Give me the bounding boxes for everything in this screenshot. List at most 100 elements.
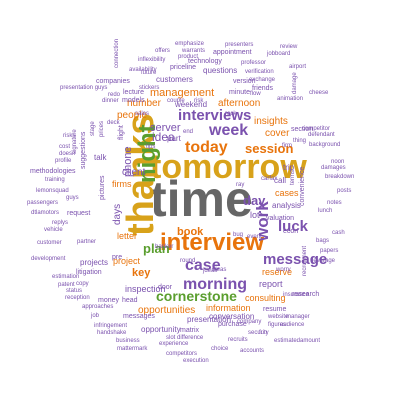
word-choice: choice xyxy=(211,346,229,352)
word-cornerstone: cornerstone xyxy=(156,288,237,304)
word-risks: risks xyxy=(63,133,75,139)
word-manager: manager xyxy=(286,314,310,320)
word-methodologies: methodologies xyxy=(30,168,76,175)
word-doesn: doesn xyxy=(59,151,75,157)
word-recruitment: recruitment xyxy=(302,246,308,276)
word-questions: questions xyxy=(203,66,237,75)
word-terms: terms xyxy=(290,170,296,185)
word-night: night xyxy=(134,124,161,183)
word-section: section xyxy=(291,126,313,133)
word-matrix: matrix xyxy=(180,327,200,334)
word-verification: verification xyxy=(245,69,274,75)
word-availability: availability xyxy=(129,67,157,73)
word-difference: difference xyxy=(177,335,204,341)
word-development: development xyxy=(31,256,66,262)
word-days: days xyxy=(112,204,123,225)
word-work: work xyxy=(253,201,272,242)
word-minute: minute xyxy=(229,89,250,96)
word-ray: ray xyxy=(236,182,244,188)
word-inspection: inspection xyxy=(125,284,166,294)
word-presentation-guys: presentation guys xyxy=(60,85,107,91)
word-management: management xyxy=(150,87,214,99)
word-mattermark: mattermark xyxy=(117,346,148,352)
word-offers: offers xyxy=(155,48,170,54)
word-cheese: cheese xyxy=(309,90,329,96)
word-profile: profile xyxy=(55,158,72,164)
word-infringement: infringement xyxy=(94,323,127,329)
word-cover: cover xyxy=(265,128,290,139)
word-cash: cash xyxy=(332,230,345,236)
word-week: week xyxy=(208,122,248,139)
word-valuation: valuation xyxy=(266,215,294,222)
word-client: client xyxy=(122,167,146,178)
word-prices: prices xyxy=(99,121,105,137)
word-stage: stage xyxy=(90,121,96,136)
word-business: business xyxy=(116,338,140,344)
word-door: door xyxy=(158,284,173,291)
word-afternoon: afternoon xyxy=(218,98,260,109)
word-review: review xyxy=(280,44,298,50)
word-signature: signature xyxy=(72,129,78,154)
word-jdeas: jdeas xyxy=(202,268,217,274)
word-convenience: convenience xyxy=(299,167,306,206)
word-weekend: weekend xyxy=(174,100,207,109)
word-passengers: passengers xyxy=(27,200,58,206)
word-fun: fun xyxy=(259,330,267,336)
word-vehicle: vehicle xyxy=(44,227,63,233)
word-guys: guys xyxy=(66,195,79,201)
word-session: session xyxy=(245,141,293,156)
word-future: future xyxy=(141,70,157,76)
word-redo: redo xyxy=(108,92,121,98)
word-morning: morning xyxy=(183,276,247,293)
word-security: security xyxy=(248,330,269,336)
word-suggestions: suggestions xyxy=(80,131,87,169)
word-number: number xyxy=(127,98,162,109)
word-reception: reception xyxy=(65,295,90,301)
word-damage: damage xyxy=(292,72,298,94)
word-worry: worry xyxy=(275,267,291,273)
word-sales: sales xyxy=(135,111,149,117)
word-damages: damages xyxy=(321,165,346,171)
word-competitor: competitor xyxy=(302,126,330,132)
word-stickers: stickers xyxy=(139,85,159,91)
word-consulting: consulting xyxy=(245,293,286,303)
word-litigation: litigation xyxy=(76,269,102,276)
word-customer: customer xyxy=(37,240,62,246)
word-competitors: competitors xyxy=(166,351,197,357)
word-cost: cost xyxy=(59,144,70,150)
word-couple: couple xyxy=(167,98,185,104)
word-report: report xyxy=(259,279,283,289)
word-key: key xyxy=(132,267,151,279)
word-airport: airport xyxy=(289,64,306,70)
word-information: information xyxy=(206,303,251,313)
word-banker: banker xyxy=(155,244,173,250)
word-project: project xyxy=(113,256,141,266)
word-replys: replys xyxy=(52,220,68,226)
word-today: today xyxy=(185,139,228,156)
word-opportunities: opportunities xyxy=(138,305,195,316)
word-lemonsquad: lemonsquad xyxy=(36,188,69,194)
word-bags: bags xyxy=(316,238,329,244)
word-posts: posts xyxy=(337,188,351,194)
word-defendant: defendant xyxy=(308,132,335,138)
word-econ: econ xyxy=(283,228,298,235)
word-audience: audience xyxy=(280,322,305,328)
word-exchange: exchange xyxy=(249,77,276,83)
word-connection: connection xyxy=(114,39,120,68)
word-flight: flight xyxy=(118,125,125,140)
word-execution: execution xyxy=(183,358,209,364)
word-messages: messages xyxy=(123,313,155,320)
word-rock: rock xyxy=(225,111,237,117)
word-technology: technology xyxy=(188,58,222,65)
word-resume: resume xyxy=(263,306,286,313)
word-risk: risk xyxy=(194,98,204,104)
word-dinner: dinner xyxy=(102,98,119,104)
word-company: company xyxy=(237,319,261,325)
word-book: book xyxy=(177,226,204,238)
word-cases: cases xyxy=(275,188,299,198)
word-tips: tips xyxy=(146,144,155,150)
word-thing: thing xyxy=(293,138,306,144)
word-lecture: lecture xyxy=(123,89,144,96)
word-message: message xyxy=(263,251,327,268)
word-breakdown: breakdown xyxy=(325,174,354,180)
